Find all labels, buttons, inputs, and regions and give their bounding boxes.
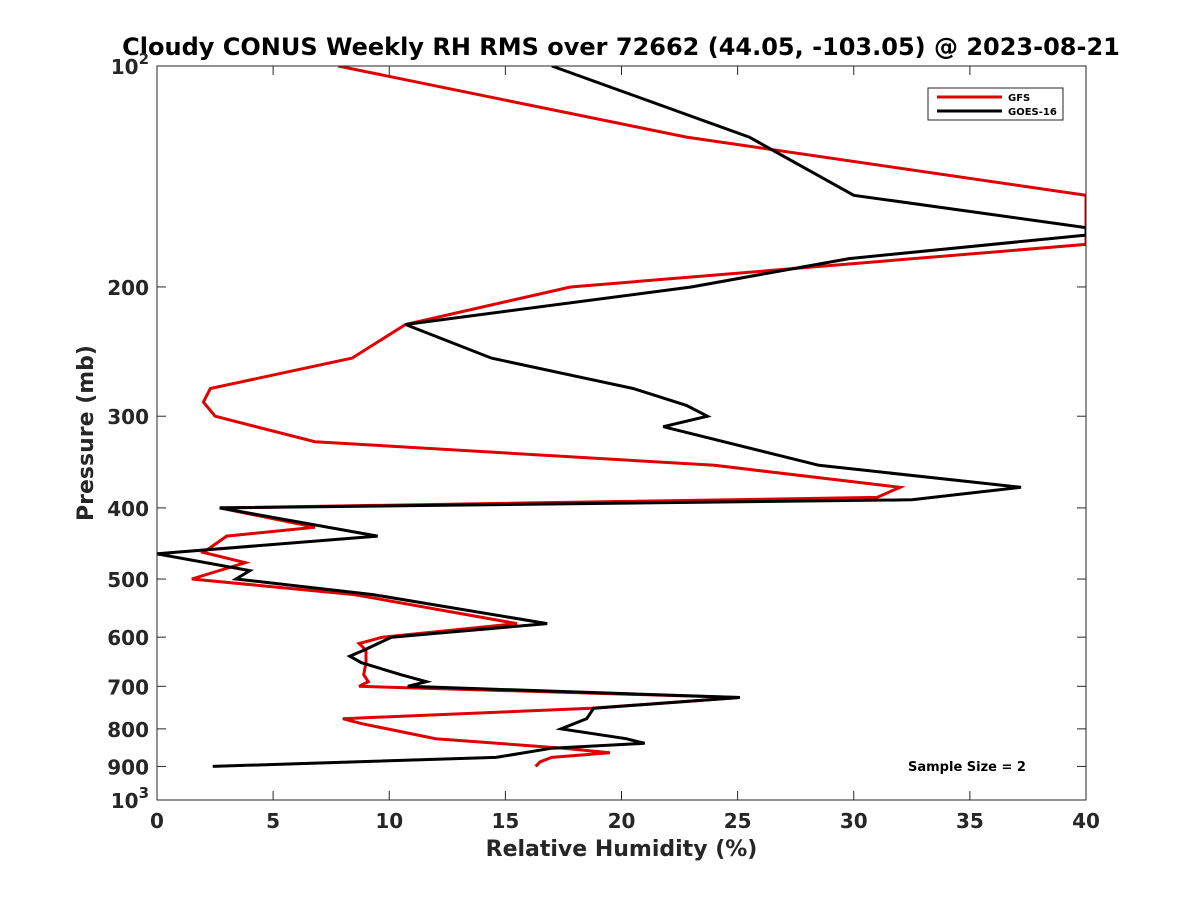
x-tick-label: 25 bbox=[724, 809, 752, 833]
chart-title: Cloudy CONUS Weekly RH RMS over 72662 (4… bbox=[122, 33, 1120, 61]
x-tick-label: 0 bbox=[150, 809, 164, 833]
x-tick-label: 10 bbox=[375, 809, 403, 833]
y-axis-label: Pressure (mb) bbox=[74, 345, 99, 521]
y-tick-label: 700 bbox=[107, 675, 149, 699]
x-tick-label: 5 bbox=[266, 809, 280, 833]
legend-entries: GFS GOES-16 bbox=[937, 93, 1057, 118]
legend: GFS GOES-16 bbox=[927, 87, 1064, 121]
legend-box bbox=[927, 87, 1064, 121]
series-line-gfs bbox=[191, 66, 1086, 768]
series-layer bbox=[157, 66, 1086, 768]
plot-area: 0 5 10 15 20 25 30 35 40 102 200 300 400 500 600 700 80… bbox=[107, 50, 1100, 833]
x-tick-label: 30 bbox=[840, 809, 868, 833]
y-tick-label: 900 bbox=[107, 755, 149, 779]
x-tick-label: 40 bbox=[1072, 809, 1100, 833]
x-axis-ticks: 0 5 10 15 20 25 30 35 40 bbox=[150, 66, 1100, 833]
y-axis-ticks: 102 200 300 400 500 600 700 800 900 103 bbox=[107, 50, 1086, 813]
series-line-goes-16 bbox=[157, 66, 1086, 768]
legend-label: GFS bbox=[1008, 93, 1030, 104]
y-tick-label: 400 bbox=[107, 497, 149, 521]
x-tick-label: 15 bbox=[491, 809, 519, 833]
y-tick-label: 300 bbox=[107, 405, 149, 429]
y-tick-label: 600 bbox=[107, 626, 149, 650]
y-tick-label: 102 bbox=[111, 50, 149, 79]
x-tick-label: 35 bbox=[956, 809, 984, 833]
y-tick-label: 500 bbox=[107, 568, 149, 592]
y-tick-label: 200 bbox=[107, 276, 149, 300]
sample-size-annotation: Sample Size = 2 bbox=[908, 760, 1026, 775]
y-tick-label: 103 bbox=[111, 784, 149, 813]
x-axis-label: Relative Humidity (%) bbox=[486, 837, 758, 862]
x-tick-label: 20 bbox=[608, 809, 636, 833]
legend-label: GOES-16 bbox=[1008, 107, 1057, 118]
y-tick-label: 800 bbox=[107, 718, 149, 742]
